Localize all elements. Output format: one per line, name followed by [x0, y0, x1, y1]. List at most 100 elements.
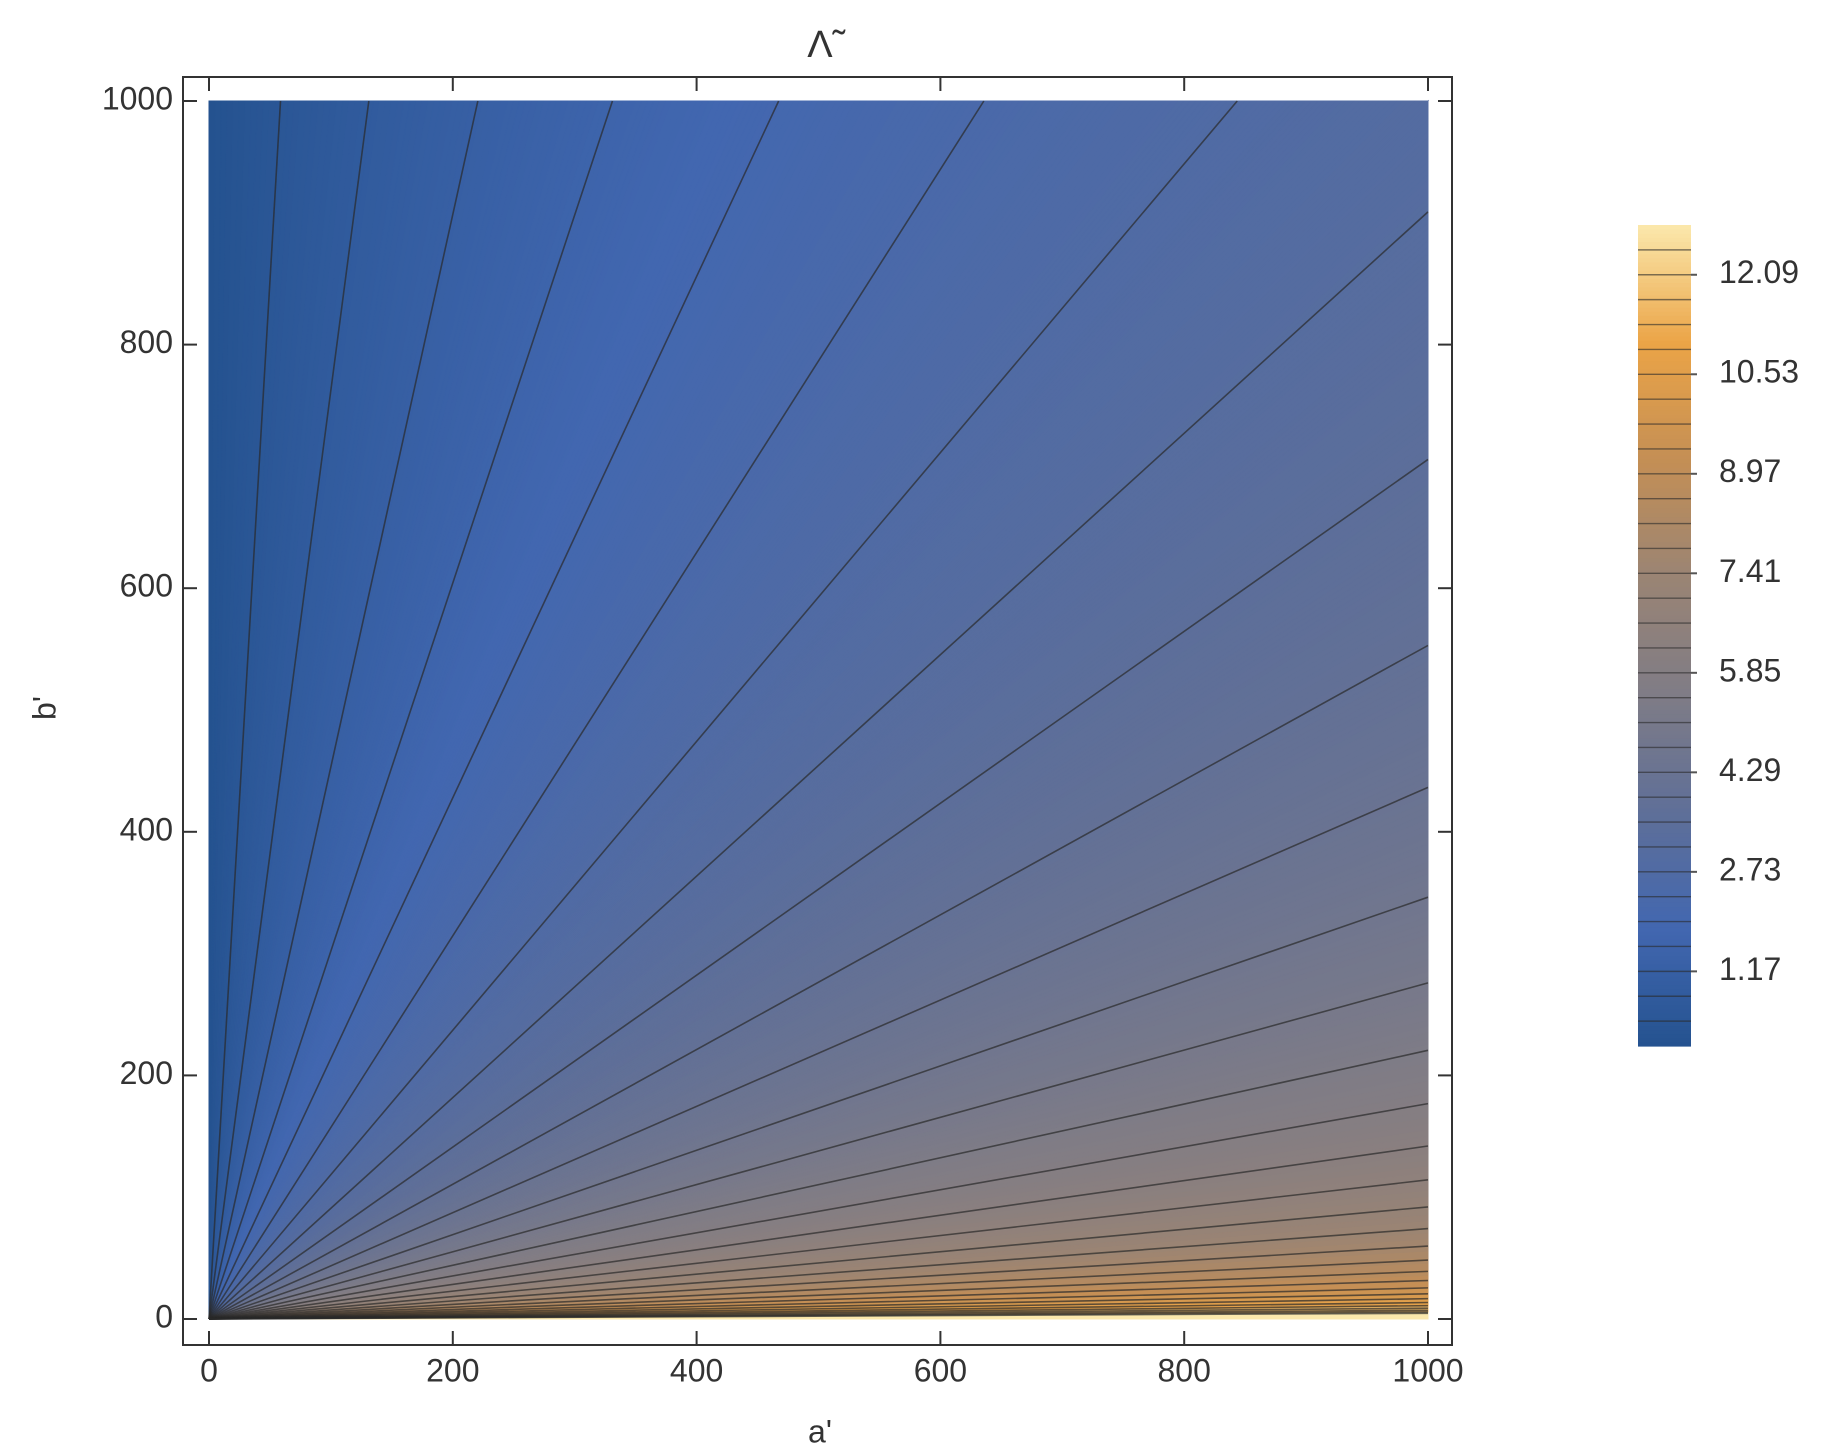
colorbar-cell — [1638, 996, 1691, 1002]
colorbar-cell — [1638, 1021, 1691, 1027]
colorbar-tick-label: 7.41 — [1719, 553, 1781, 589]
colorbar-cell — [1638, 266, 1691, 271]
colorbar-tick-label: 4.29 — [1719, 752, 1781, 788]
colorbar-cell — [1638, 1029, 1691, 1035]
colorbar-cell — [1638, 721, 1691, 727]
colorbar-cell — [1638, 545, 1691, 550]
colorbar-cell — [1638, 926, 1691, 932]
colorbar-cell — [1638, 319, 1691, 325]
colorbar-cell — [1638, 656, 1691, 661]
colorbar-cell — [1638, 380, 1691, 386]
colorbar-cell — [1638, 865, 1691, 871]
colorbar-cell — [1638, 434, 1691, 440]
colorbar-cell — [1638, 890, 1691, 895]
colorbar-cell — [1638, 237, 1691, 243]
colorbar-cell — [1638, 229, 1691, 234]
colorbar-cell — [1638, 606, 1691, 612]
colorbar-cell — [1638, 352, 1691, 357]
contour-line — [208, 1049, 1429, 1320]
colorbar-cell — [1638, 524, 1691, 530]
colorbar-cell — [1638, 881, 1691, 887]
colorbar-cell — [1638, 458, 1691, 464]
contour-line — [208, 1206, 1429, 1320]
colorbar-cell — [1638, 836, 1691, 842]
colorbar-cell — [1638, 1009, 1691, 1014]
colorbar-cell — [1638, 315, 1691, 321]
contour-line — [208, 100, 479, 1320]
colorbar-cell — [1638, 335, 1691, 341]
colorbar-cell — [1638, 647, 1691, 653]
colorbar-cell — [1638, 725, 1691, 731]
colorbar-cell — [1638, 483, 1691, 489]
colorbar-cell — [1638, 795, 1691, 801]
colorbar-cell — [1638, 746, 1691, 752]
colorbar-cell — [1638, 775, 1691, 780]
contour-line — [208, 786, 1429, 1320]
colorbar-cell — [1638, 664, 1691, 669]
colorbar-cell — [1638, 233, 1691, 238]
colorbar-cell — [1638, 1041, 1691, 1047]
contour-line — [208, 1102, 1429, 1320]
chart-title: Λ̃ — [807, 24, 845, 66]
colorbar-cell — [1638, 430, 1691, 435]
colorbar-cell — [1638, 750, 1691, 756]
contour-line — [208, 896, 1429, 1320]
colorbar-cell — [1638, 360, 1691, 366]
colorbar-cell — [1638, 783, 1691, 788]
colorbar-cell — [1638, 840, 1691, 846]
colorbar-cell — [1638, 988, 1691, 994]
colorbar-cell — [1638, 413, 1691, 419]
colorbar-cell — [1638, 442, 1691, 448]
colorbar-cell — [1638, 828, 1691, 834]
colorbar-cell — [1638, 668, 1691, 674]
colorbar-cell — [1638, 935, 1691, 940]
colorbar-cell — [1638, 963, 1691, 969]
x-tick-label: 400 — [670, 1352, 723, 1388]
colorbar-tick-label: 5.85 — [1719, 652, 1781, 688]
contour-line — [208, 100, 985, 1320]
colorbar-cell — [1638, 356, 1691, 362]
colorbar-cell — [1638, 323, 1691, 329]
contour-line — [208, 644, 1429, 1320]
x-axis-label: a' — [808, 1413, 832, 1449]
colorbar-cell — [1638, 302, 1691, 308]
colorbar-cell — [1638, 553, 1691, 559]
colorbar-cell — [1638, 906, 1691, 912]
colorbar-cell — [1638, 848, 1691, 854]
colorbar-cell — [1638, 467, 1691, 472]
colorbar-cell — [1638, 602, 1691, 608]
colorbar-cell — [1638, 684, 1691, 690]
colorbar-cell — [1638, 898, 1691, 903]
colorbar-cell — [1638, 968, 1691, 973]
colorbar-tick-label: 12.09 — [1719, 254, 1799, 290]
colorbar-cell — [1638, 635, 1691, 641]
colorbar-cell — [1638, 426, 1691, 431]
colorbar-cell — [1638, 528, 1691, 534]
contour-line — [208, 458, 1429, 1320]
contour-line — [208, 1312, 1429, 1320]
colorbar-cell — [1638, 610, 1691, 616]
colorbar-cell — [1638, 417, 1691, 423]
colorbar-cell — [1638, 225, 1691, 230]
colorbar-cell — [1638, 274, 1691, 279]
colorbar-cell — [1638, 939, 1691, 944]
colorbar-cell — [1638, 450, 1691, 456]
colorbar-cell — [1638, 627, 1691, 632]
colorbar-cell — [1638, 261, 1691, 267]
colorbar-cell — [1638, 405, 1691, 411]
colorbar-cell — [1638, 290, 1691, 296]
colorbar-cell — [1638, 902, 1691, 908]
x-tick-label: 200 — [426, 1352, 479, 1388]
colorbar-cell — [1638, 344, 1691, 349]
contour-line — [208, 1245, 1429, 1320]
contour-line — [208, 982, 1429, 1320]
colorbar-cell — [1638, 955, 1691, 961]
colorbar-cell — [1638, 992, 1691, 998]
colorbar-cell — [1638, 1004, 1691, 1010]
colorbar-cell — [1638, 976, 1691, 981]
colorbar-cell — [1638, 705, 1691, 710]
contour-line — [208, 1279, 1429, 1320]
contour-line — [208, 100, 370, 1320]
colorbar-cell — [1638, 504, 1691, 509]
colorbar-cell — [1638, 619, 1691, 624]
